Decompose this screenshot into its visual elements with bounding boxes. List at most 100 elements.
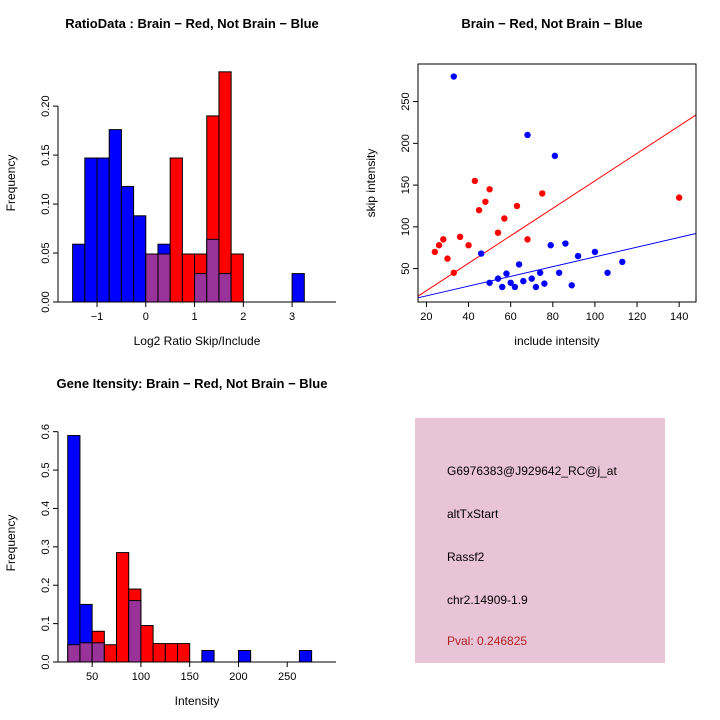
intensity-scatter-xlabel: include intensity [514, 334, 600, 348]
y-tick-label: 0.10 [40, 193, 52, 214]
histogram-bar [116, 552, 130, 663]
histogram-bar-overlap [194, 273, 208, 303]
scatter-point [547, 242, 554, 249]
intensity-scatter-title: Brain − Red, Not Brain − Blue [461, 16, 643, 31]
gene-intensity-histogram-panel: Gene Itensity: Brain − Red, Not Brain − … [0, 360, 360, 720]
gene-intensity-histogram-xlabel: Intensity [174, 694, 220, 708]
scatter-point [494, 275, 502, 282]
scatter-point [675, 194, 683, 201]
scatter-point [574, 252, 582, 260]
histogram-bar-overlap [79, 642, 93, 663]
scatter-point [456, 233, 464, 241]
histogram-bar [169, 157, 183, 303]
scatter-point [541, 280, 548, 287]
intensity-scatter-panel: Brain − Red, Not Brain − Blue skip inten… [360, 0, 720, 360]
scatter-point [524, 236, 531, 243]
y-tick-label: 150 [400, 176, 412, 194]
histogram-bar [140, 625, 154, 663]
y-tick-label: 0.1 [40, 616, 52, 631]
histogram-bar [120, 185, 135, 303]
locus: chr2.14909-1.9 [447, 593, 528, 607]
histogram-bar-overlap [145, 253, 159, 303]
y-tick-label: 200 [400, 134, 412, 152]
x-tick-label: 1 [191, 311, 197, 323]
regression-line [417, 114, 697, 297]
event-type: altTxStart [447, 507, 499, 521]
y-tick-label: 0.0 [40, 654, 52, 669]
gene-name: Rassf2 [447, 550, 485, 564]
histogram-bar [230, 253, 244, 303]
x-tick-label: 250 [278, 671, 296, 683]
y-tick-label: 50 [400, 262, 412, 274]
histogram-bar [72, 243, 86, 303]
scatter-point [532, 283, 540, 291]
ratio-histogram-xlabel: Log2 Ratio Skip/Include [133, 334, 261, 348]
histogram-bar [298, 649, 313, 663]
scatter-point [619, 258, 626, 266]
x-tick-label: 60 [505, 311, 517, 323]
scatter-point [524, 131, 531, 139]
scatter-point [520, 277, 527, 285]
scatter-point [450, 73, 458, 80]
plot-box [417, 63, 697, 303]
scatter-point [511, 283, 519, 291]
ratio-histogram-panel: RatioData : Brain − Red, Not Brain − Blu… [0, 0, 360, 360]
x-tick-label: 0 [143, 311, 149, 323]
histogram-bar [108, 129, 122, 303]
scatter-point [494, 229, 502, 236]
y-tick-label: 0.3 [40, 539, 52, 554]
scatter-point [444, 255, 451, 262]
histogram-bar-overlap [206, 238, 220, 303]
y-tick-label: 0.20 [40, 95, 52, 116]
gene-info-box: G6976383@J929642_RC@j_at altTxStart Rass… [415, 418, 665, 663]
scatter-point [604, 269, 611, 276]
histogram-bar [133, 215, 147, 303]
x-tick-label: 200 [229, 671, 247, 683]
intensity-scatter-canvas: 20 40 60 80 100 120 140 50 100 150 200 250 [400, 63, 697, 323]
y-tick-label: 0.00 [40, 291, 52, 312]
info-panel: G6976383@J929642_RC@j_at altTxStart Rass… [360, 360, 720, 720]
scatter-point [501, 215, 508, 222]
histogram-bar [67, 435, 81, 663]
scatter-point [499, 283, 506, 291]
x-tick-label: 140 [670, 311, 688, 323]
x-tick-label: 100 [586, 311, 604, 323]
scatter-point [471, 177, 479, 185]
y-tick-label: 0.2 [40, 578, 52, 593]
y-tick-label: 0.6 [40, 424, 52, 439]
y-tick-label: 0.4 [40, 501, 52, 516]
y-tick-label: 0.05 [40, 242, 52, 263]
pval: Pval: 0.246825 [447, 634, 528, 648]
scatter-point [465, 242, 472, 249]
probe-id: G6976383@J929642_RC@j_at [447, 464, 617, 478]
x-tick-label: 50 [86, 671, 98, 683]
scatter-point [482, 198, 489, 205]
scatter-point [551, 152, 559, 160]
histogram-bar [96, 157, 110, 303]
scatter-point [477, 250, 485, 257]
ratio-histogram-canvas: −1 0 1 2 3 0.00 0.05 0.10 0.15 0.20 [40, 71, 336, 323]
histogram-bar [218, 71, 232, 303]
histogram-bar-overlap [67, 644, 81, 663]
histogram-bar-overlap [91, 642, 105, 663]
x-tick-label: 80 [547, 311, 559, 323]
scatter-point [435, 242, 443, 249]
histogram-bar [84, 157, 98, 303]
histogram-bar [201, 649, 215, 663]
x-tick-label: 3 [289, 311, 295, 323]
scatter-point [568, 282, 575, 289]
scatter-point [503, 270, 510, 277]
histogram-bar [181, 253, 196, 303]
histogram-bar [291, 273, 305, 303]
x-tick-label: 100 [132, 671, 150, 683]
ratio-histogram-title: RatioData : Brain − Red, Not Brain − Blu… [65, 16, 319, 31]
scatter-point [450, 269, 458, 276]
histogram-bar-overlap [218, 273, 232, 303]
regression-line [417, 233, 697, 299]
histogram-bar-overlap [128, 600, 142, 663]
gene-intensity-histogram-title: Gene Itensity: Brain − Red, Not Brain − … [56, 376, 328, 391]
y-tick-label: 100 [400, 218, 412, 236]
histogram-bar-overlap [157, 253, 171, 303]
scatter-point [515, 261, 523, 268]
